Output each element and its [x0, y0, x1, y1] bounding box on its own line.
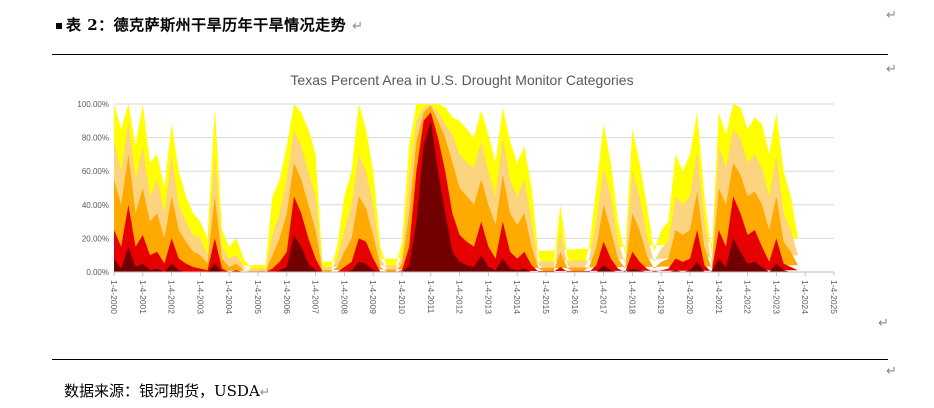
x-tick-label: 1-4-2011 — [426, 280, 436, 314]
x-tick-label: 1-4-2020 — [685, 280, 695, 314]
bullet-square-icon — [56, 23, 62, 29]
x-tick-label: 1-4-2016 — [570, 280, 580, 314]
x-tick-label: 1-4-2014 — [512, 280, 522, 314]
return-mark-icon: ↵ — [259, 385, 270, 399]
return-mark-icon: ↵ — [886, 364, 897, 379]
x-tick-label: 1-4-2006 — [282, 280, 292, 314]
y-tick-label: 0.00% — [86, 268, 109, 277]
x-tick-label: 1-4-2017 — [599, 280, 609, 314]
x-tick-label: 1-4-2001 — [138, 280, 148, 314]
return-mark-icon: ↵ — [886, 62, 897, 77]
return-mark-icon: ↵ — [886, 8, 897, 23]
y-tick-label: 80.00% — [82, 134, 109, 143]
return-mark-icon: ↵ — [878, 316, 889, 331]
x-tick-label: 1-4-2021 — [714, 280, 724, 314]
x-tick-label: 1-4-2004 — [224, 280, 234, 314]
drought-category-area-2 — [114, 105, 798, 272]
y-tick-label: 40.00% — [82, 201, 109, 210]
x-tick-label: 1-4-2012 — [455, 280, 465, 314]
x-tick-label: 1-4-2013 — [483, 280, 493, 314]
source-text: 数据来源：银河期货，USDA — [64, 382, 260, 400]
x-tick-label: 1-4-2008 — [339, 280, 349, 314]
y-tick-label: 60.00% — [82, 167, 109, 176]
x-tick-label: 1-4-2010 — [397, 280, 407, 314]
drought-category-area-4 — [114, 120, 798, 272]
x-tick-label: 1-4-2023 — [771, 280, 781, 314]
y-tick-label: 20.00% — [82, 234, 109, 243]
x-tick-label: 1-4-2015 — [541, 280, 551, 314]
x-tick-label: 1-4-2025 — [829, 280, 839, 314]
x-tick-label: 1-4-2024 — [800, 280, 810, 314]
y-tick-label: 100.00% — [77, 100, 109, 109]
x-tick-label: 1-4-2002 — [167, 280, 177, 314]
x-tick-label: 1-4-2003 — [195, 280, 205, 314]
x-tick-label: 1-4-2009 — [368, 280, 378, 314]
top-rule — [52, 54, 888, 55]
x-tick-label: 1-4-2007 — [311, 280, 321, 314]
x-tick-label: 1-4-2019 — [656, 280, 666, 314]
chart-title: Texas Percent Area in U.S. Drought Monit… — [290, 72, 633, 88]
bottom-rule — [52, 359, 888, 360]
x-tick-label: 1-4-2022 — [743, 280, 753, 314]
return-mark-icon: ↵ — [352, 19, 364, 34]
document-title: 表 2：德克萨斯州干旱历年干旱情况走势 ↵ — [56, 14, 364, 35]
x-tick-label: 1-4-2018 — [627, 280, 637, 314]
drought-chart: Texas Percent Area in U.S. Drought Monit… — [77, 72, 839, 314]
x-tick-label: 1-4-2005 — [253, 280, 263, 314]
document-title-text: 表 2：德克萨斯州干旱历年干旱情况走势 — [66, 16, 347, 34]
source-note: 数据来源：银河期货，USDA↵ — [64, 380, 270, 401]
x-tick-label: 1-4-2000 — [109, 280, 119, 314]
